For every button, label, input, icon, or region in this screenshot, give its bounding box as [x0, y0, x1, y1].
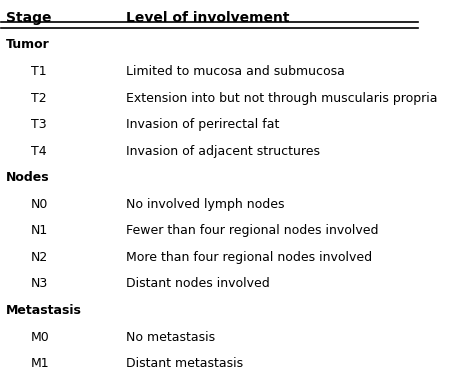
Text: Distant metastasis: Distant metastasis: [127, 357, 244, 370]
Text: Limited to mucosa and submucosa: Limited to mucosa and submucosa: [127, 65, 346, 78]
Text: M1: M1: [30, 357, 49, 370]
Text: Extension into but not through muscularis propria: Extension into but not through musculari…: [127, 92, 438, 105]
Text: Tumor: Tumor: [6, 39, 49, 52]
Text: N1: N1: [30, 224, 48, 237]
Text: Distant nodes involved: Distant nodes involved: [127, 277, 270, 290]
Text: Stage: Stage: [6, 11, 51, 25]
Text: Fewer than four regional nodes involved: Fewer than four regional nodes involved: [127, 224, 379, 237]
Text: T4: T4: [30, 145, 46, 158]
Text: Invasion of adjacent structures: Invasion of adjacent structures: [127, 145, 320, 158]
Text: T2: T2: [30, 92, 46, 105]
Text: No metastasis: No metastasis: [127, 330, 216, 343]
Text: T1: T1: [30, 65, 46, 78]
Text: M0: M0: [30, 330, 49, 343]
Text: N3: N3: [30, 277, 48, 290]
Text: N0: N0: [30, 198, 48, 211]
Text: Level of involvement: Level of involvement: [127, 11, 290, 25]
Text: No involved lymph nodes: No involved lymph nodes: [127, 198, 285, 211]
Text: Metastasis: Metastasis: [6, 304, 82, 317]
Text: Invasion of perirectal fat: Invasion of perirectal fat: [127, 118, 280, 131]
Text: T3: T3: [30, 118, 46, 131]
Text: More than four regional nodes involved: More than four regional nodes involved: [127, 251, 373, 264]
Text: Nodes: Nodes: [6, 171, 49, 184]
Text: N2: N2: [30, 251, 48, 264]
